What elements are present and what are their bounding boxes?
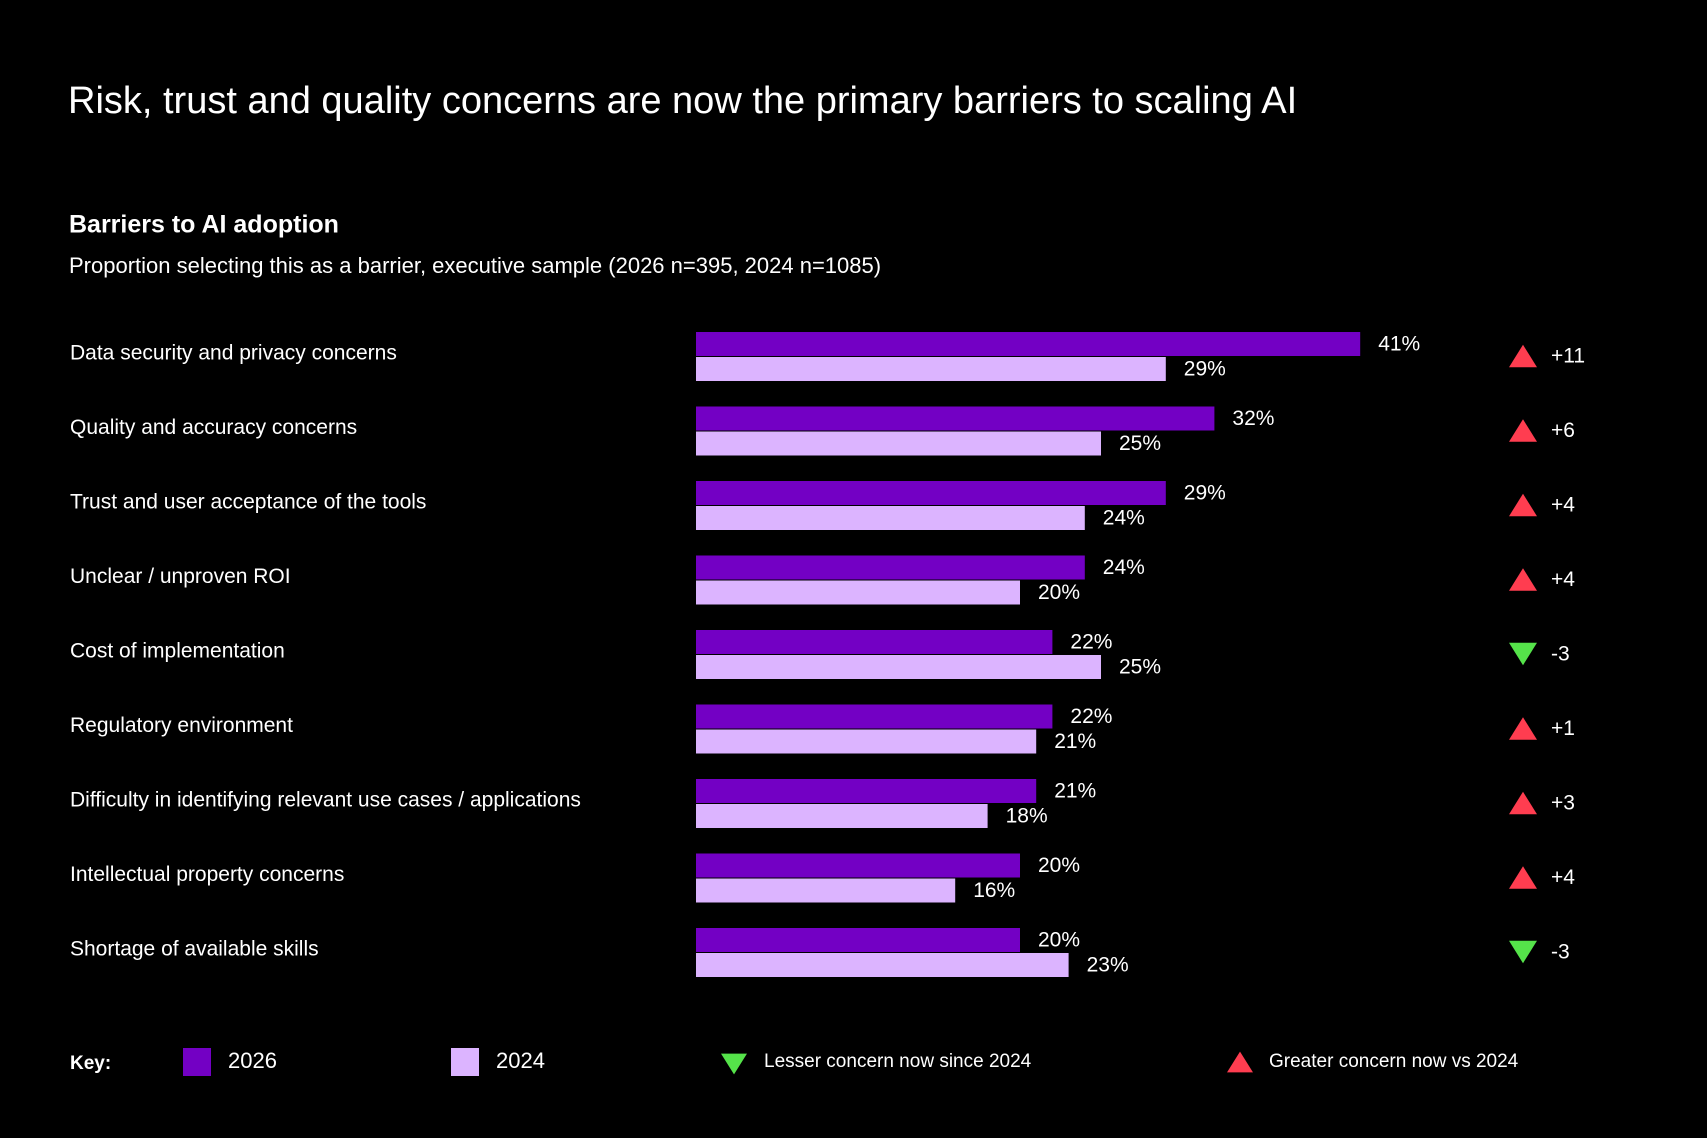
legend-label: 2024 [496,1048,545,1073]
change-label: +6 [1551,419,1575,442]
value-label: 29% [1184,482,1226,505]
change-label: +1 [1551,717,1575,740]
change-marker [1509,344,1537,368]
change-marker [1509,940,1537,964]
value-label: 20% [1038,854,1080,877]
value-label: 18% [1006,805,1048,828]
bar [696,406,1215,431]
value-label: 21% [1054,780,1096,803]
value-label: 22% [1070,705,1112,728]
value-label: 21% [1054,730,1096,753]
change-marker [1509,419,1537,442]
change-label: +4 [1551,494,1575,517]
category-label: Intellectual property concerns [70,863,344,886]
legend-label: Greater concern now vs 2024 [1269,1051,1519,1072]
chart-subtitle: Barriers to AI adoption [69,211,339,239]
bar [696,332,1361,356]
category-label: Shortage of available skills [70,938,319,961]
value-label: 16% [973,879,1015,902]
value-label: 20% [1038,929,1080,952]
bar [696,580,1020,605]
category-label: Data security and privacy concerns [70,342,397,365]
change-label: +4 [1551,866,1575,889]
change-marker [1509,568,1537,591]
bar [696,878,956,903]
change-marker [1509,866,1537,889]
bar [696,804,988,828]
change-marker [1509,717,1537,740]
legend-marker [1227,1051,1253,1073]
value-label: 23% [1087,954,1129,977]
change-label: +11 [1551,345,1585,368]
value-label: 29% [1184,358,1226,381]
value-label: 25% [1119,656,1161,679]
value-label: 24% [1103,556,1145,579]
legend-swatch [183,1048,211,1076]
change-label: +3 [1551,792,1575,815]
legend-swatch [451,1048,479,1076]
category-label: Unclear / unproven ROI [70,565,291,588]
change-label: +4 [1551,568,1575,591]
bar [696,928,1020,952]
legend-marker [721,1053,747,1075]
bar [696,779,1037,803]
bar [696,729,1037,754]
value-label: 32% [1232,407,1274,430]
bar [696,704,1053,729]
legend-title: Key: [70,1053,111,1074]
category-label: Quality and accuracy concerns [70,416,357,439]
bar [696,481,1166,505]
change-label: -3 [1551,941,1570,964]
category-label: Regulatory environment [70,714,293,737]
bar [696,555,1085,580]
bar [696,630,1053,654]
legend-label: 2026 [228,1048,277,1073]
change-marker [1509,791,1537,815]
bar [696,357,1166,381]
value-label: 20% [1038,581,1080,604]
change-marker [1509,493,1537,517]
value-label: 22% [1070,631,1112,654]
value-label: 41% [1378,333,1420,356]
category-label: Difficulty in identifying relevant use c… [70,789,581,812]
bar [696,431,1101,456]
bar [696,953,1069,977]
chart-title: Risk, trust and quality concerns are now… [68,80,1297,122]
bar [696,853,1020,878]
chart-description: Proportion selecting this as a barrier, … [69,253,881,278]
category-label: Trust and user acceptance of the tools [70,491,426,514]
change-marker [1509,642,1537,666]
value-label: 25% [1119,432,1161,455]
bar [696,655,1101,679]
bar [696,506,1085,530]
value-label: 24% [1103,507,1145,530]
category-label: Cost of implementation [70,640,285,663]
legend-label: Lesser concern now since 2024 [764,1051,1032,1072]
change-label: -3 [1551,643,1570,666]
